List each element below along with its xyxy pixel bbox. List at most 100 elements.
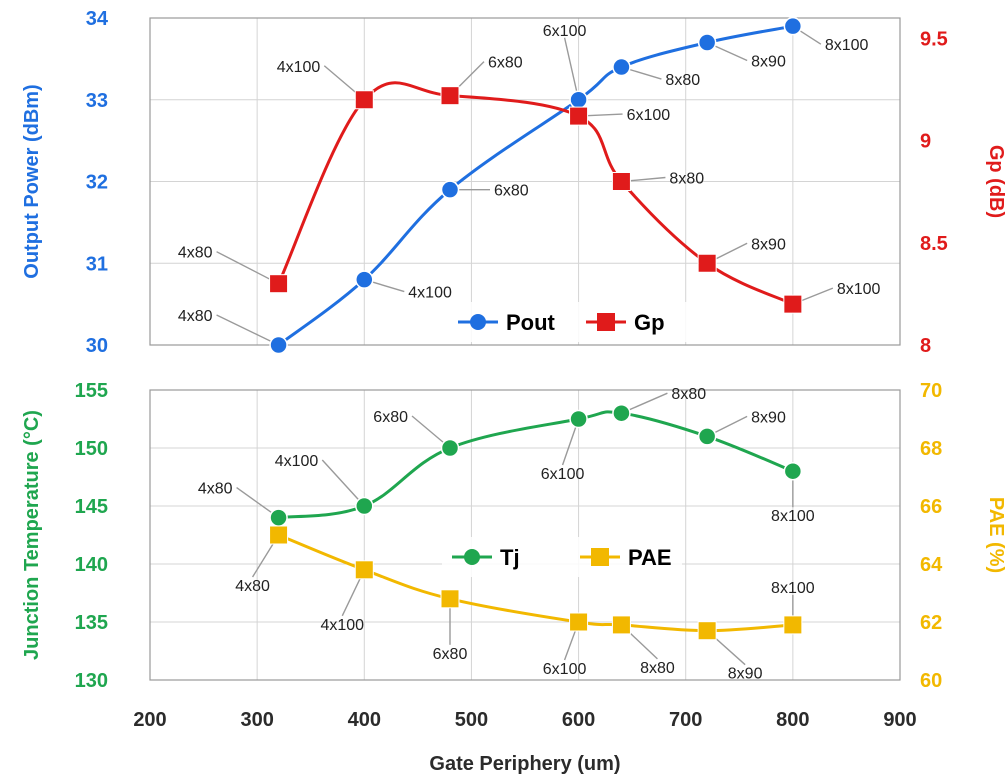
y-left-tick-label: 155 [75,380,108,402]
y-right-tick-label: 70 [920,380,942,402]
gp-legend-marker [597,313,615,331]
pae-data-label: 8x90 [728,666,763,683]
pout-label-leader [563,37,580,100]
x-tick-label: 500 [455,709,488,731]
gp-legend-label: Gp [634,310,665,335]
tj-data-label: 4x80 [198,481,233,498]
y-left-tick-label: 30 [86,335,108,357]
pae-point [611,615,631,635]
pout-point [440,180,460,199]
x-tick-label: 900 [883,709,916,731]
tj-point [440,438,460,458]
x-tick-label: 300 [240,709,273,731]
pout-legend-marker [470,314,486,330]
y-left-tick-label: 150 [75,438,108,460]
gp-data-label: 6x80 [488,55,523,72]
pout-legend-label: Pout [506,310,556,335]
y-right-axis-title: Gp (dB) [985,145,1005,218]
pae-data-label: 8x100 [771,580,815,597]
gp-point [440,86,460,106]
pout-data-label: 6x100 [543,23,587,40]
x-tick-label: 400 [348,709,381,731]
tj-point [355,496,374,516]
gp-point [783,294,803,314]
x-tick-label: 800 [776,709,809,731]
y-left-tick-label: 34 [86,8,109,30]
pout-point [355,270,374,289]
y-left-tick-label: 140 [75,554,108,576]
pae-legend-label: PAE [628,545,672,570]
pout-label-leader [216,314,279,346]
pae-point [569,612,589,632]
y-left-tick-label: 32 [86,172,108,194]
plot-frame [149,389,901,681]
tj-legend-marker [464,549,480,565]
pout-data-label: 8x100 [825,37,869,54]
pae-point [354,560,374,580]
grid-layer [149,17,901,681]
pout-point [269,335,288,355]
y-right-tick-label: 60 [920,670,942,692]
y-left-tick-label: 33 [86,90,108,112]
pout-series-line [277,24,794,347]
gp-point [697,253,717,273]
pae-point [697,621,717,641]
pout-point [697,33,717,52]
x-tick-label: 600 [562,709,595,731]
tj-data-label: 4x100 [275,453,319,470]
pae-legend-marker [591,548,609,566]
y-right-tick-label: 66 [920,496,942,518]
y-left-tick-label: 130 [75,670,108,692]
gp-data-label: 4x80 [178,245,213,262]
gp-point [269,274,289,294]
y-right-tick-label: 8.5 [920,233,948,255]
plot-frame [149,17,901,346]
gp-data-label: 8x90 [751,236,786,253]
gp-point [354,90,374,110]
x-axis-title: Gate Periphery (um) [429,753,620,775]
y-left-tick-label: 135 [75,612,108,634]
pout-point [612,57,631,77]
tj-point [697,427,717,446]
x-tick-label: 200 [133,709,166,731]
gp-label-leader [216,251,279,285]
tj-point [783,461,803,481]
y-right-tick-label: 64 [920,554,943,576]
gp-point [569,106,589,126]
pae-data-label: 8x80 [640,660,675,677]
gp-point [611,172,631,191]
y-left-axis-title: Output Power (dBm) [21,84,43,278]
y-right-tick-label: 8 [920,335,931,357]
pout-point [783,16,803,36]
gp-data-label: 4x100 [277,59,321,76]
tj-legend-label: Tj [500,545,520,570]
y-left-tick-label: 31 [86,253,108,275]
text-layer: 30 31 32 33 34 8 8.5 9 9.5 Output Power (dBm) Gp (… [21,8,1005,775]
tj-data-label: 8x80 [671,386,706,403]
y-right-tick-label: 9 [920,131,931,153]
y-right-tick-label: 9.5 [920,28,948,50]
pout-data-label: 4x80 [178,308,213,325]
gp-data-label: 6x100 [627,107,671,124]
tj-point [269,508,288,527]
tj-point [569,409,588,429]
markers-layer [269,16,803,641]
pae-point [783,615,803,635]
x-tick-label: 700 [669,709,702,731]
tj-data-label: 6x100 [541,466,585,483]
pae-data-label: 4x100 [320,617,364,634]
tj-series-line [278,410,794,520]
pout-data-label: 6x80 [494,183,529,200]
gp-data-label: 8x80 [669,171,704,188]
tj-label-leader [321,459,365,507]
y-right-tick-label: 68 [920,438,942,460]
pae-data-label: 6x80 [433,646,468,663]
gp-data-label: 8x100 [837,281,881,298]
tj-data-label: 6x80 [373,409,408,426]
tj-data-label: 8x90 [751,409,786,426]
pae-data-label: 6x100 [543,661,587,678]
y-right-axis-title: PAE (%) [985,497,1005,573]
y-left-axis-title: Junction Temperature (°C) [21,410,43,660]
tj-point [612,403,631,423]
